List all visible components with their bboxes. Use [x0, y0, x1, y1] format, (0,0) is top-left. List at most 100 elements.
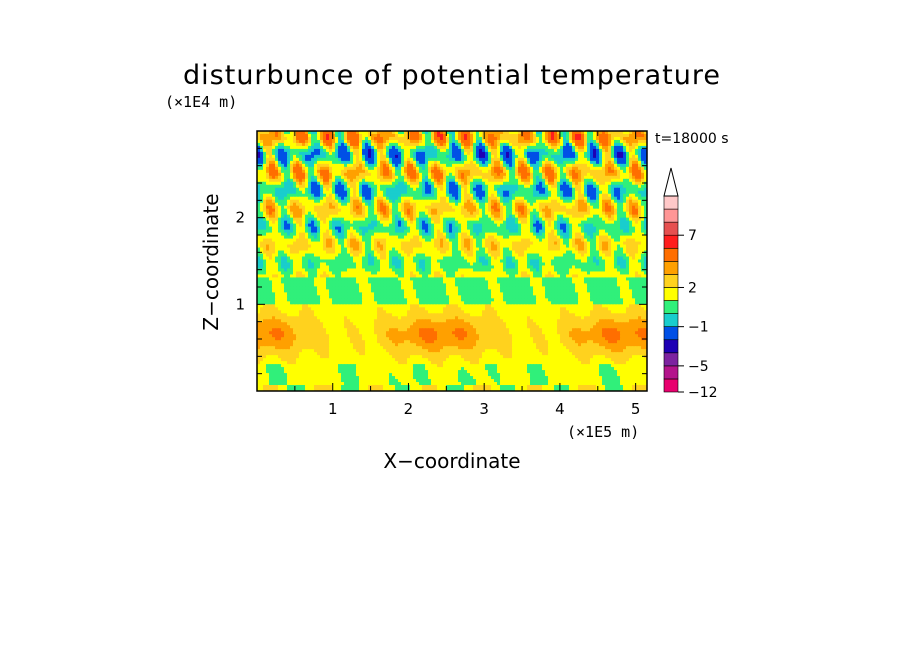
- field-cell: [446, 166, 450, 171]
- field-cell: [356, 241, 360, 246]
- field-cell: [470, 175, 474, 180]
- field-cell: [413, 139, 417, 144]
- field-cell: [485, 211, 489, 216]
- field-cell: [590, 190, 594, 195]
- field-cell: [527, 217, 531, 222]
- field-cell: [605, 235, 609, 240]
- field-cell: [272, 232, 276, 237]
- field-cell: [557, 241, 561, 246]
- field-cell: [578, 193, 582, 198]
- field-cell: [431, 133, 435, 138]
- field-cell: [602, 229, 606, 234]
- field-cell: [446, 238, 450, 243]
- field-cell: [314, 241, 318, 246]
- field-cell: [392, 187, 396, 192]
- field-cell: [335, 244, 339, 249]
- field-cell: [290, 148, 294, 153]
- field-cell: [491, 223, 495, 228]
- field-cell: [437, 184, 441, 189]
- field-cell: [410, 217, 414, 222]
- field-cell: [518, 202, 522, 207]
- field-cell: [572, 154, 576, 159]
- field-cell: [515, 205, 519, 210]
- field-cell: [311, 211, 315, 216]
- field-cell: [395, 193, 399, 198]
- field-cell: [533, 241, 537, 246]
- field-cell: [620, 226, 624, 231]
- field-cell: [413, 226, 417, 231]
- field-cell: [530, 136, 534, 141]
- field-cell: [581, 169, 585, 174]
- field-cell: [404, 241, 408, 246]
- field-cell: [569, 229, 573, 234]
- field-cell: [578, 163, 582, 168]
- field-cell: [263, 244, 267, 249]
- field-cell: [479, 187, 483, 192]
- field-cell: [425, 202, 429, 207]
- field-cell: [404, 202, 408, 207]
- field-cell: [593, 145, 597, 150]
- field-cell: [371, 205, 375, 210]
- field-cell: [452, 187, 456, 192]
- field-cell: [326, 214, 330, 219]
- field-cell: [257, 151, 261, 156]
- field-cell: [545, 241, 549, 246]
- field-cell: [464, 142, 468, 147]
- field-cell: [344, 166, 348, 171]
- field-cell: [365, 187, 369, 192]
- field-cell: [260, 154, 264, 159]
- field-cell: [527, 196, 531, 201]
- field-cell: [353, 163, 357, 168]
- field-cell: [386, 229, 390, 234]
- field-cell: [389, 175, 393, 180]
- field-cell: [323, 208, 327, 213]
- field-cell: [599, 139, 603, 144]
- field-cell: [494, 142, 498, 147]
- field-cell: [497, 235, 501, 240]
- field-cell: [371, 223, 375, 228]
- field-cell: [293, 148, 297, 153]
- field-cell: [263, 199, 267, 204]
- field-cell: [449, 166, 453, 171]
- field-cell: [446, 157, 450, 162]
- field-cell: [563, 131, 567, 135]
- field-cell: [317, 142, 321, 147]
- field-cell: [275, 232, 279, 237]
- field-cell: [581, 238, 585, 243]
- field-cell: [401, 154, 405, 159]
- field-cell: [527, 175, 531, 180]
- field-cell: [407, 154, 411, 159]
- field-cell: [554, 211, 558, 216]
- field-cell: [545, 211, 549, 216]
- field-cell: [527, 139, 531, 144]
- field-cell: [590, 187, 594, 192]
- field-cell: [356, 151, 360, 156]
- field-cell: [551, 181, 555, 186]
- field-cell: [578, 187, 582, 192]
- field-cell: [626, 205, 630, 210]
- field-cell: [626, 166, 630, 171]
- field-cell: [284, 181, 288, 186]
- field-cell: [443, 211, 447, 216]
- field-cell: [521, 145, 525, 150]
- field-cell: [617, 205, 621, 210]
- field-cell: [329, 214, 333, 219]
- field-cell: [389, 136, 393, 141]
- field-cell: [266, 211, 270, 216]
- field-cell: [527, 181, 531, 186]
- field-cell: [428, 205, 432, 210]
- field-cell: [269, 214, 273, 219]
- field-cell: [530, 157, 534, 162]
- field-cell: [557, 157, 561, 162]
- field-cell: [341, 157, 345, 162]
- field-cell: [449, 241, 453, 246]
- field-cell: [389, 190, 393, 195]
- field-cell: [422, 142, 426, 147]
- field-cell: [470, 145, 474, 150]
- field-cell: [470, 238, 474, 243]
- field-cell: [560, 133, 564, 138]
- field-cell: [434, 217, 438, 222]
- field-cell: [644, 211, 647, 216]
- field-cell: [392, 145, 396, 150]
- field-cell: [359, 145, 363, 150]
